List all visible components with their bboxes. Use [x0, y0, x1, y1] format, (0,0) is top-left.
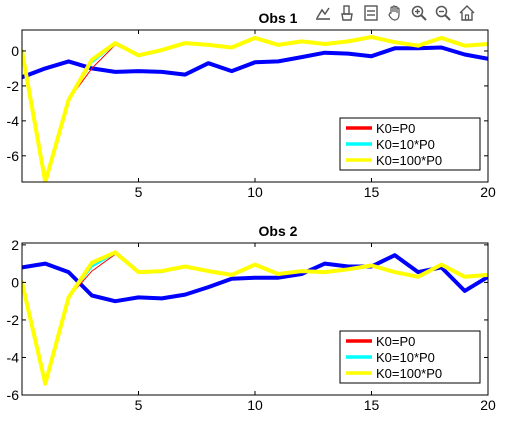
x-tick-label: 20: [480, 397, 496, 413]
pan-icon[interactable]: [384, 2, 406, 24]
series-line-k0-100-p0: [22, 250, 488, 386]
legend-label: K0=P0: [376, 334, 415, 349]
x-tick-label: 20: [480, 184, 496, 200]
zoom-out-icon[interactable]: [432, 2, 454, 24]
x-tick-label: 5: [135, 397, 143, 413]
home-icon[interactable]: [456, 2, 478, 24]
figure-toolbar: [312, 2, 478, 26]
data-tips-icon[interactable]: [312, 2, 334, 24]
y-tick-label: -6: [7, 387, 20, 403]
zoom-in-icon[interactable]: [408, 2, 430, 24]
y-tick-label: -6: [7, 148, 20, 164]
brush-icon[interactable]: [336, 2, 358, 24]
legend-label: K0=10*P0: [376, 350, 435, 365]
series-line-blue: [22, 253, 488, 304]
x-tick-label: 15: [364, 184, 380, 200]
y-tick-label: -4: [7, 349, 20, 365]
y-tick-label: 2: [11, 237, 19, 253]
y-tick-label: -2: [7, 78, 20, 94]
x-tick-label: 10: [247, 184, 263, 200]
y-tick-label: 0: [11, 43, 19, 59]
y-tick-label: -2: [7, 312, 20, 328]
y-tick-label: 0: [11, 274, 19, 290]
x-tick-label: 15: [364, 397, 380, 413]
legend-label: K0=10*P0: [376, 137, 435, 152]
series-line-k0-100-p0: [22, 35, 488, 182]
x-tick-label: 5: [135, 184, 143, 200]
export-icon[interactable]: [360, 2, 382, 24]
series-group: [22, 250, 488, 386]
y-tick-label: -4: [7, 113, 20, 129]
axes-1: 5 10 15 20 0 -2 -4 -6 Obs 1 K0=P0K0=10*P0K0=100*P…: [7, 10, 496, 200]
series-group: [22, 35, 488, 182]
legend-label: K0=100*P0: [376, 153, 442, 168]
chart-title: Obs 1: [259, 10, 298, 26]
legend-label: K0=P0: [376, 121, 415, 136]
x-tick-label: 10: [247, 397, 263, 413]
chart-title: Obs 2: [259, 223, 298, 239]
legend-label: K0=100*P0: [376, 366, 442, 381]
series-line-blue: [22, 45, 488, 80]
